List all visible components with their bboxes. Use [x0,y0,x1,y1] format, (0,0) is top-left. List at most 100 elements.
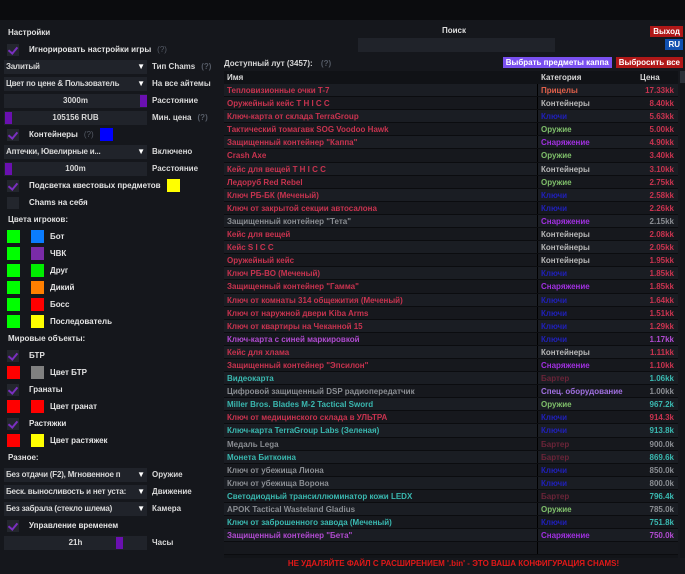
table-row[interactable]: Защищенный контейнер "Эпсилон" Снаряжение… [224,358,678,373]
ignore-game-settings-checkbox[interactable]: Игнорировать настройки игры (?) [0,41,218,58]
table-row[interactable]: Ключ от комнаты 314 общежития (Меченый) К… [224,293,678,307]
table-row[interactable]: Монета Биткоина Бартер 869.6k [224,450,678,464]
btr-checkbox[interactable]: БТР [0,347,218,364]
checkbox[interactable] [7,349,19,362]
color-swatch[interactable] [31,400,44,413]
help-icon[interactable]: (?) [197,113,208,122]
table-row-partial[interactable] [224,542,678,556]
min-price-slider[interactable]: 105156 RUB [4,110,147,125]
table-row[interactable]: Кейс для вещей Контейнеры 2.08kk [224,228,678,242]
color-swatch[interactable] [31,366,44,379]
select-kappa-button[interactable]: Выбрать предметы каппа [502,57,612,68]
camera-dropdown[interactable]: Без забрала (стекло шлема) ▼ [4,501,147,516]
checkbox[interactable] [7,43,19,56]
help-icon[interactable]: (?) [201,62,212,71]
table-row[interactable]: Цифровой защищенный DSP радиопередатчик С… [224,385,678,399]
table-row[interactable]: Ключ от закрытой секции автосалона Ключи 2… [224,201,678,215]
checkbox[interactable] [7,519,19,532]
color-swatch[interactable] [31,230,44,243]
table-row[interactable]: Кейс для хлама Контейнеры 1.11kk [224,345,678,359]
table-row[interactable]: Кейс S I C C Контейнеры 2.05kk [224,241,678,255]
enabled-dropdown[interactable]: Аптечки, Ювелирные и... ▼ [4,144,147,159]
table-row[interactable]: Защищенный контейнер "Гамма" Снаряжение 1.… [224,280,678,294]
help-icon[interactable]: (?) [320,59,332,68]
table-row[interactable]: Оружейный кейс Контейнеры 1.95kk [224,254,678,268]
table-row[interactable]: Медаль Lega Бартер 900.0k [224,437,678,451]
table-row[interactable]: Ключ от заброшенного завода (Меченый) Клю… [224,516,678,530]
checkbox[interactable] [7,417,19,430]
table-row[interactable]: Ключ-карта TerraGroup Labs (Зеленая) Ключ… [224,424,678,438]
slider-handle[interactable] [116,536,123,549]
table-row[interactable]: Ключ-карта с синей маркировкой Ключи 1.17k… [224,332,678,346]
tripwires-checkbox[interactable]: Растяжки [0,415,218,432]
table-row[interactable]: Ключ от медицинского склада в УЛЬТРА Ключ… [224,411,678,425]
color-swatch[interactable] [99,128,113,141]
slider-handle[interactable] [5,111,12,124]
table-row[interactable]: APOK Tactical Wasteland Gladius Оружие 785… [224,503,678,517]
scrollbar[interactable] [680,71,685,558]
checkbox[interactable] [7,383,19,396]
quest-highlight-checkbox[interactable]: Подсветка квестовых предметов [0,177,218,194]
help-icon[interactable]: (?) [157,45,167,54]
movement-dropdown[interactable]: Беск. выносливость и нет уста: ▼ [4,484,147,499]
color-swatch[interactable] [7,264,20,277]
checkbox[interactable] [7,128,19,141]
weapon-dropdown[interactable]: Без отдачи (F2), Мгновенное п ▼ [4,467,147,482]
color-swatch[interactable] [7,434,20,447]
checkbox[interactable] [7,196,19,209]
table-row[interactable]: Miller Bros. Blades M-2 Tactical Sword Ор… [224,398,678,412]
table-row[interactable]: Ключ от наружной двери Kiba Arms Ключи 1.5… [224,306,678,320]
containers-checkbox[interactable]: Контейнеры (?) [0,126,218,143]
table-row[interactable]: Тактический томагавк SOG Voodoo Hawk Оруж… [224,123,678,137]
scrollbar-thumb[interactable] [680,71,685,83]
column-category[interactable]: Категория [541,73,582,82]
checkbox[interactable] [7,179,19,192]
column-price[interactable]: Цена [640,73,660,82]
color-swatch[interactable] [7,400,20,413]
table-row[interactable]: Crash Axe Оружие 3.40kk [224,149,678,163]
table-row[interactable]: Ключ РБ-ВО (Меченый) Ключи 1.85kk [224,267,678,281]
table-row[interactable]: Видеокарта Бартер 1.06kk [224,372,678,386]
table-row[interactable]: Ключ РБ-БК (Меченый) Ключи 2.58kk [224,188,678,202]
color-swatch[interactable] [7,366,20,379]
color-swatch[interactable] [31,281,44,294]
table-row[interactable]: Защищенный контейнер "Каппа" Снаряжение 4.… [224,136,678,150]
color-swatch[interactable] [166,179,180,192]
color-swatch[interactable] [7,281,20,294]
color-swatch[interactable] [31,298,44,311]
table-row[interactable]: Ледоруб Red Rebel Оружие 2.75kk [224,175,678,189]
color-swatch[interactable] [31,264,44,277]
distance2-slider[interactable]: 100m [4,161,147,176]
grenades-checkbox[interactable]: Гранаты [0,381,218,398]
language-button[interactable]: RU [665,39,683,50]
color-swatch[interactable] [7,315,20,328]
chams-self-checkbox[interactable]: Chams на себя [0,194,218,211]
table-row[interactable]: Тепловизионные очки T-7 Прицелы 17.33kk [224,84,678,98]
table-row[interactable]: Ключ от убежища Ворона Ключи 800.0k [224,476,678,490]
color-swatch[interactable] [7,230,20,243]
exit-button[interactable]: Выход [650,26,683,37]
color-swatch[interactable] [31,247,44,260]
time-control-checkbox[interactable]: Управление временем [0,517,218,534]
table-row[interactable]: Защищенный контейнер "Тета" Снаряжение 2.1… [224,214,678,229]
hours-slider[interactable]: 21h [4,535,147,550]
column-name[interactable]: Имя [227,73,244,82]
distance-slider[interactable]: 3000m [4,93,147,108]
color-swatch[interactable] [31,315,44,328]
chams-type-dropdown[interactable]: Залитый ▼ [4,59,147,74]
color-swatch[interactable] [31,434,44,447]
color-swatch[interactable] [7,247,20,260]
table-row[interactable]: Кейс для вещей T H I C C Контейнеры 3.10kk [224,162,678,176]
color-swatch[interactable] [7,298,20,311]
table-row[interactable]: Светодиодный трансиллюминатор кожи LEDX Б… [224,489,678,503]
table-row[interactable]: Ключ от квартиры на Чеканной 15 Ключи 1.29… [224,319,678,333]
slider-handle[interactable] [140,94,147,107]
slider-handle[interactable] [5,162,12,175]
table-row[interactable]: Ключ-карта от склада TerraGroup Ключи 5.63… [224,110,678,124]
help-icon[interactable]: (?) [83,130,94,139]
search-input[interactable] [358,38,555,52]
table-row[interactable]: Защищенный контейнер "Бета" Снаряжение 750… [224,529,678,543]
all-items-dropdown[interactable]: Цвет по цене & Пользователь ▼ [4,76,147,91]
table-row[interactable]: Оружейный кейс T H I C C Контейнеры 8.40kk [224,97,678,111]
drop-all-button[interactable]: Выбросить все [615,57,683,68]
